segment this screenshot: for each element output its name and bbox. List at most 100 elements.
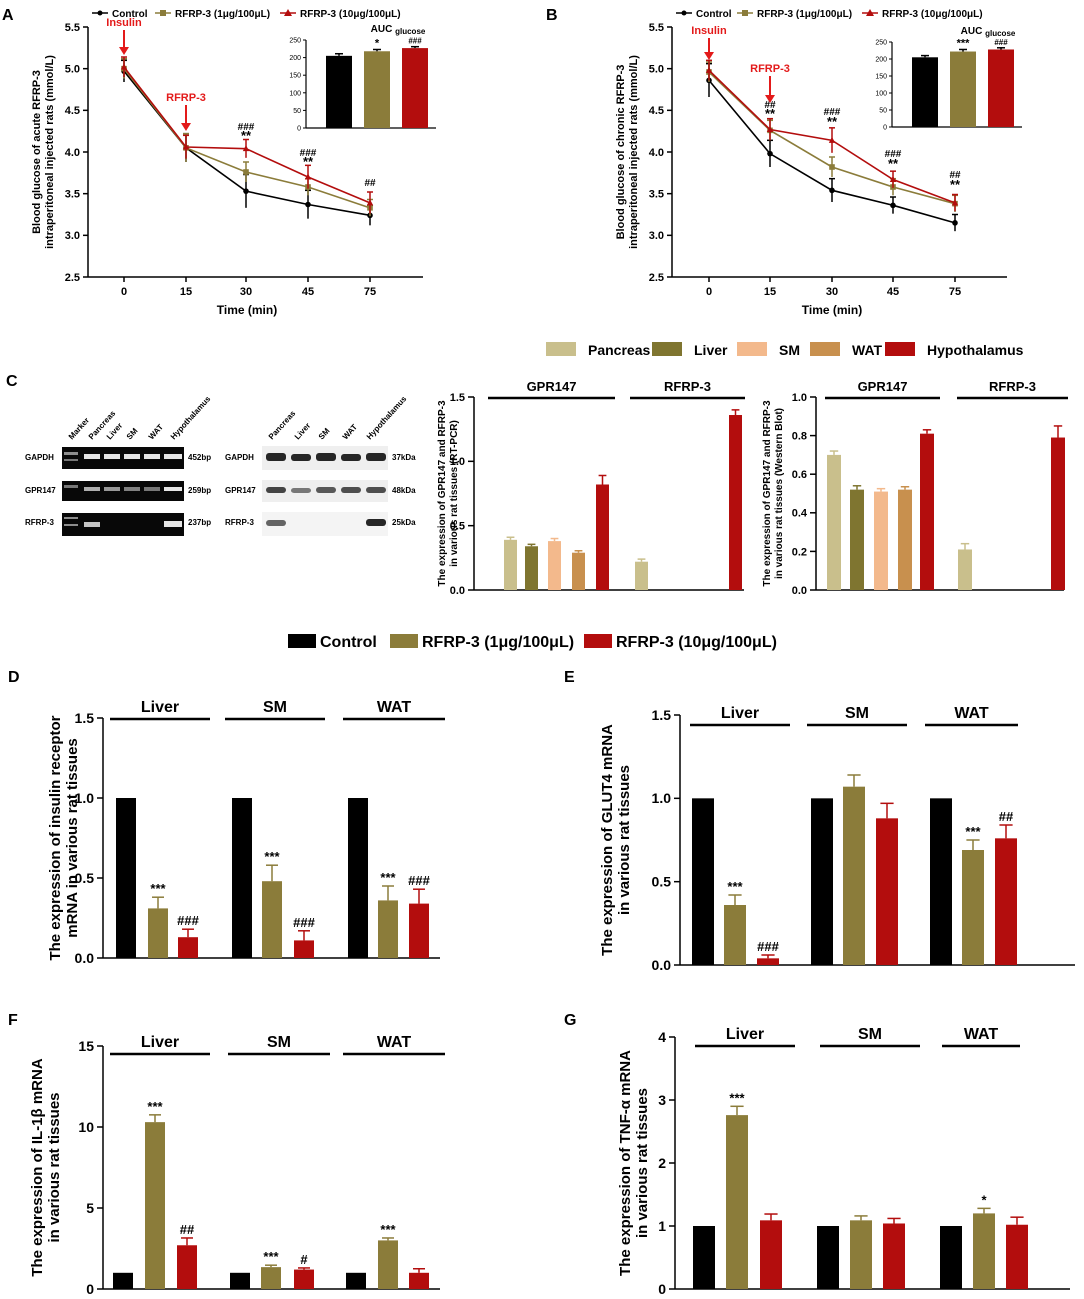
pcr-size-gapdh: 452bp <box>188 453 211 462</box>
bar <box>596 484 609 590</box>
data-point <box>828 136 836 143</box>
bar <box>850 489 864 590</box>
significance-mark: ## <box>949 170 961 181</box>
y-tick-label: 0.5 <box>450 521 465 533</box>
bar <box>940 1226 962 1289</box>
significance-mark: ### <box>177 913 199 928</box>
significance-mark: ## <box>364 178 376 189</box>
bar <box>346 1272 366 1289</box>
bar <box>920 433 934 590</box>
pcr-row-gapdh: GAPDH <box>25 453 54 462</box>
legend-b-control: Control <box>696 9 732 20</box>
bar <box>232 798 252 958</box>
group-label: RFRP-3 <box>989 379 1036 394</box>
inset-y-tick-label: 100 <box>289 90 301 97</box>
bar <box>973 1213 995 1289</box>
y-axis-label: The expression of GPR147 and RFRP-3 <box>762 400 773 587</box>
y-tick-label: 0.6 <box>792 469 807 481</box>
legend-a-control: Control <box>112 9 148 20</box>
x-tick-label: 15 <box>764 286 776 298</box>
y-axis-label: The expression of GLUT4 mRNA <box>599 724 616 956</box>
y-tick-label: 1.5 <box>75 710 95 726</box>
x-tick-label: 0 <box>706 286 712 298</box>
legend-panel-a: Control RFRP-3 (1μg/100μL) RFRP-3 (10μg/… <box>92 9 401 20</box>
data-point <box>366 199 374 206</box>
inset-bar <box>950 51 976 127</box>
y-tick-label: 0.8 <box>792 430 807 442</box>
y-tick-label: 2.5 <box>649 272 664 284</box>
pcr-row-rfrp3: RFRP-3 <box>25 518 54 527</box>
y-tick-label: 0 <box>86 1281 94 1297</box>
arrow-head <box>119 47 129 55</box>
data-point <box>242 145 250 152</box>
data-point <box>182 143 190 150</box>
x-tick-label: 15 <box>180 286 192 298</box>
y-axis-label: mRNA in various rat tissues <box>64 738 81 938</box>
bar <box>729 415 742 590</box>
y-axis-label: in various rat tissues <box>46 1092 63 1242</box>
bar <box>525 546 538 590</box>
x-tick-label: 45 <box>887 286 899 298</box>
bar <box>378 1240 398 1289</box>
bar <box>116 798 136 958</box>
panel-g-tnfa-chart: 0 1 2 3 4 The expression of TNF-α mRNA in vari… <box>617 1026 1070 1297</box>
group-label: Liver <box>726 1026 764 1043</box>
inset-bar <box>402 48 428 128</box>
y-tick-label: 5 <box>86 1200 94 1216</box>
panel-c-western-chart: 0.0 0.2 0.4 0.6 0.8 1.0 The expression of GPR1… <box>762 379 1068 597</box>
legend-a-high: RFRP-3 (10μg/100μL) <box>300 9 401 20</box>
y-tick-label: 4.5 <box>649 105 664 117</box>
inset-y-tick-label: 250 <box>875 40 887 47</box>
y-tick-label: 1.0 <box>75 790 95 806</box>
group-label: WAT <box>964 1026 999 1043</box>
bar <box>883 1223 905 1289</box>
bar <box>1006 1224 1028 1289</box>
inset-y-tick-label: 50 <box>293 108 301 115</box>
legend-b-low: RFRP-3 (1μg/100μL) <box>757 9 852 20</box>
panel-letter-f: F <box>8 1012 18 1029</box>
legend-tissues: Pancreas Liver SM WAT Hypothalamus <box>546 342 1024 358</box>
significance-mark: ** <box>303 154 314 169</box>
y-tick-label: 0 <box>658 1281 666 1297</box>
bar <box>898 489 912 590</box>
bar <box>148 908 168 958</box>
significance-mark: *** <box>147 1099 163 1114</box>
panel-letter-d: D <box>8 669 20 686</box>
significance-mark: ** <box>765 106 776 121</box>
pcr-size-rfrp3: 237bp <box>188 518 211 527</box>
legend-panel-b: Control RFRP-3 (1μg/100μL) RFRP-3 (10μg/… <box>676 9 983 20</box>
y-tick-label: 5.5 <box>649 22 664 34</box>
y-tick-label: 0.0 <box>75 950 95 966</box>
y-axis-label: in various rat tissues <box>616 765 633 915</box>
data-point <box>766 126 774 132</box>
inset-bar <box>364 51 390 128</box>
wb-row-gapdh: GAPDH <box>225 453 254 462</box>
group-label: Liver <box>141 699 179 716</box>
legend-wat: WAT <box>852 342 883 358</box>
y-tick-label: 3.0 <box>649 230 664 242</box>
y-tick-label: 4.0 <box>649 147 664 159</box>
bar <box>504 539 517 590</box>
legend-mid-low: RFRP-3 (1μg/100μL) <box>422 634 574 651</box>
bar <box>1051 437 1065 590</box>
bar <box>724 905 746 965</box>
data-point <box>305 201 311 208</box>
y-axis-label: in various rat tissues (Western Blot) <box>774 408 785 579</box>
panel-e-glut4-chart: 0.0 0.5 1.0 1.5 The expression of GLUT4 mRNA… <box>599 705 1075 973</box>
data-point <box>705 66 713 73</box>
x-tick-label: 30 <box>826 286 838 298</box>
bar <box>757 958 779 965</box>
significance-mark: ### <box>885 149 902 160</box>
bar <box>962 850 984 965</box>
inset-significance: * <box>375 38 380 50</box>
data-point <box>952 220 958 226</box>
bar <box>177 1245 197 1289</box>
significance-mark: *** <box>727 879 743 894</box>
bar <box>548 541 561 590</box>
wb-size-gpr147: 48kDa <box>392 486 416 495</box>
bar <box>995 838 1017 965</box>
data-point <box>829 164 835 170</box>
inset-y-tick-label: 150 <box>875 74 887 81</box>
bar <box>572 552 585 590</box>
y-tick-label: 2.5 <box>65 272 80 284</box>
